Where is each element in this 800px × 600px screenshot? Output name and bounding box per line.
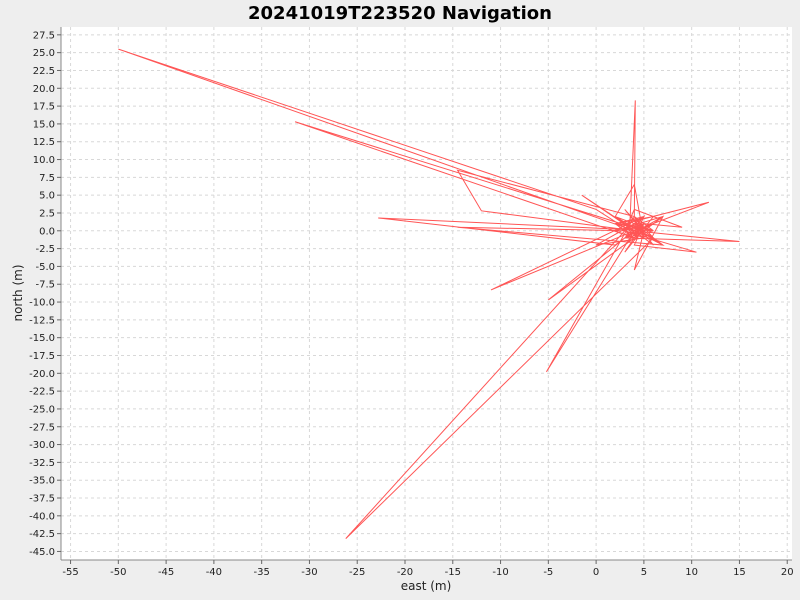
x-tick-label: 5 <box>641 567 647 578</box>
y-tick-label: -20.0 <box>29 369 55 380</box>
y-tick-label: -22.5 <box>29 387 55 398</box>
y-tick-label: 10.0 <box>33 155 55 166</box>
y-tick-label: 5.0 <box>39 191 55 202</box>
series-layer <box>118 48 740 539</box>
y-tick-label: -15.0 <box>29 333 55 344</box>
y-tick-label: -37.5 <box>29 494 55 505</box>
x-tick-label: -15 <box>445 567 461 578</box>
y-tick-label: -2.5 <box>35 244 55 255</box>
y-tick-label: 27.5 <box>33 30 55 41</box>
y-tick-label: 25.0 <box>33 48 55 59</box>
y-tick-label: -10.0 <box>29 298 55 309</box>
x-tick-label: -30 <box>301 567 317 578</box>
x-tick-label: -10 <box>492 567 508 578</box>
y-tick-label: 17.5 <box>33 102 55 113</box>
y-tick-label: 20.0 <box>33 84 55 95</box>
x-tick-label: -20 <box>397 567 413 578</box>
y-tick-label: 15.0 <box>33 119 55 130</box>
y-axis-ticks: 27.5 25.0 22.5 20.0 17.5 15.0 12.5 10.0 7.5 5.0 2.… <box>29 30 61 558</box>
x-axis-label: east (m) <box>401 579 452 593</box>
x-tick-label: -55 <box>62 567 78 578</box>
series-line <box>118 48 740 539</box>
y-axis-label: north (m) <box>11 264 25 321</box>
y-tick-label: -35.0 <box>29 476 55 487</box>
x-tick-label: -50 <box>110 567 126 578</box>
x-tick-label: 15 <box>733 567 746 578</box>
y-tick-label: -42.5 <box>29 529 55 540</box>
y-tick-label: -7.5 <box>35 280 55 291</box>
x-tick-label: -40 <box>206 567 222 578</box>
y-tick-label: -12.5 <box>29 315 55 326</box>
x-tick-label: -35 <box>253 567 269 578</box>
y-tick-label: -40.0 <box>29 511 55 522</box>
y-tick-label: 0.0 <box>39 226 55 237</box>
y-tick-label: 22.5 <box>33 66 55 77</box>
y-tick-label: -17.5 <box>29 351 55 362</box>
y-tick-label: -32.5 <box>29 458 55 469</box>
x-tick-label: 20 <box>781 567 794 578</box>
x-tick-label: 0 <box>593 567 599 578</box>
y-tick-label: 12.5 <box>33 137 55 148</box>
y-tick-label: 7.5 <box>39 173 55 184</box>
y-tick-label: -5.0 <box>35 262 55 273</box>
y-tick-label: -27.5 <box>29 422 55 433</box>
plot-area <box>61 27 792 560</box>
y-tick-label: -30.0 <box>29 440 55 451</box>
chart-title: 20241019T223520 Navigation <box>248 3 552 24</box>
axes <box>60 27 792 561</box>
x-tick-label: -25 <box>349 567 365 578</box>
x-tick-label: -45 <box>158 567 174 578</box>
x-axis-ticks: -55 -50 -45 -40 -35 -30 -25 -20 -15 -10 -5 0 5 10 15 20 <box>62 560 794 578</box>
x-tick-label: 10 <box>685 567 698 578</box>
y-tick-label: -45.0 <box>29 547 55 558</box>
y-tick-label: -25.0 <box>29 404 55 415</box>
grid-lines <box>61 27 792 560</box>
x-tick-label: -5 <box>543 567 553 578</box>
y-tick-label: 2.5 <box>39 208 55 219</box>
